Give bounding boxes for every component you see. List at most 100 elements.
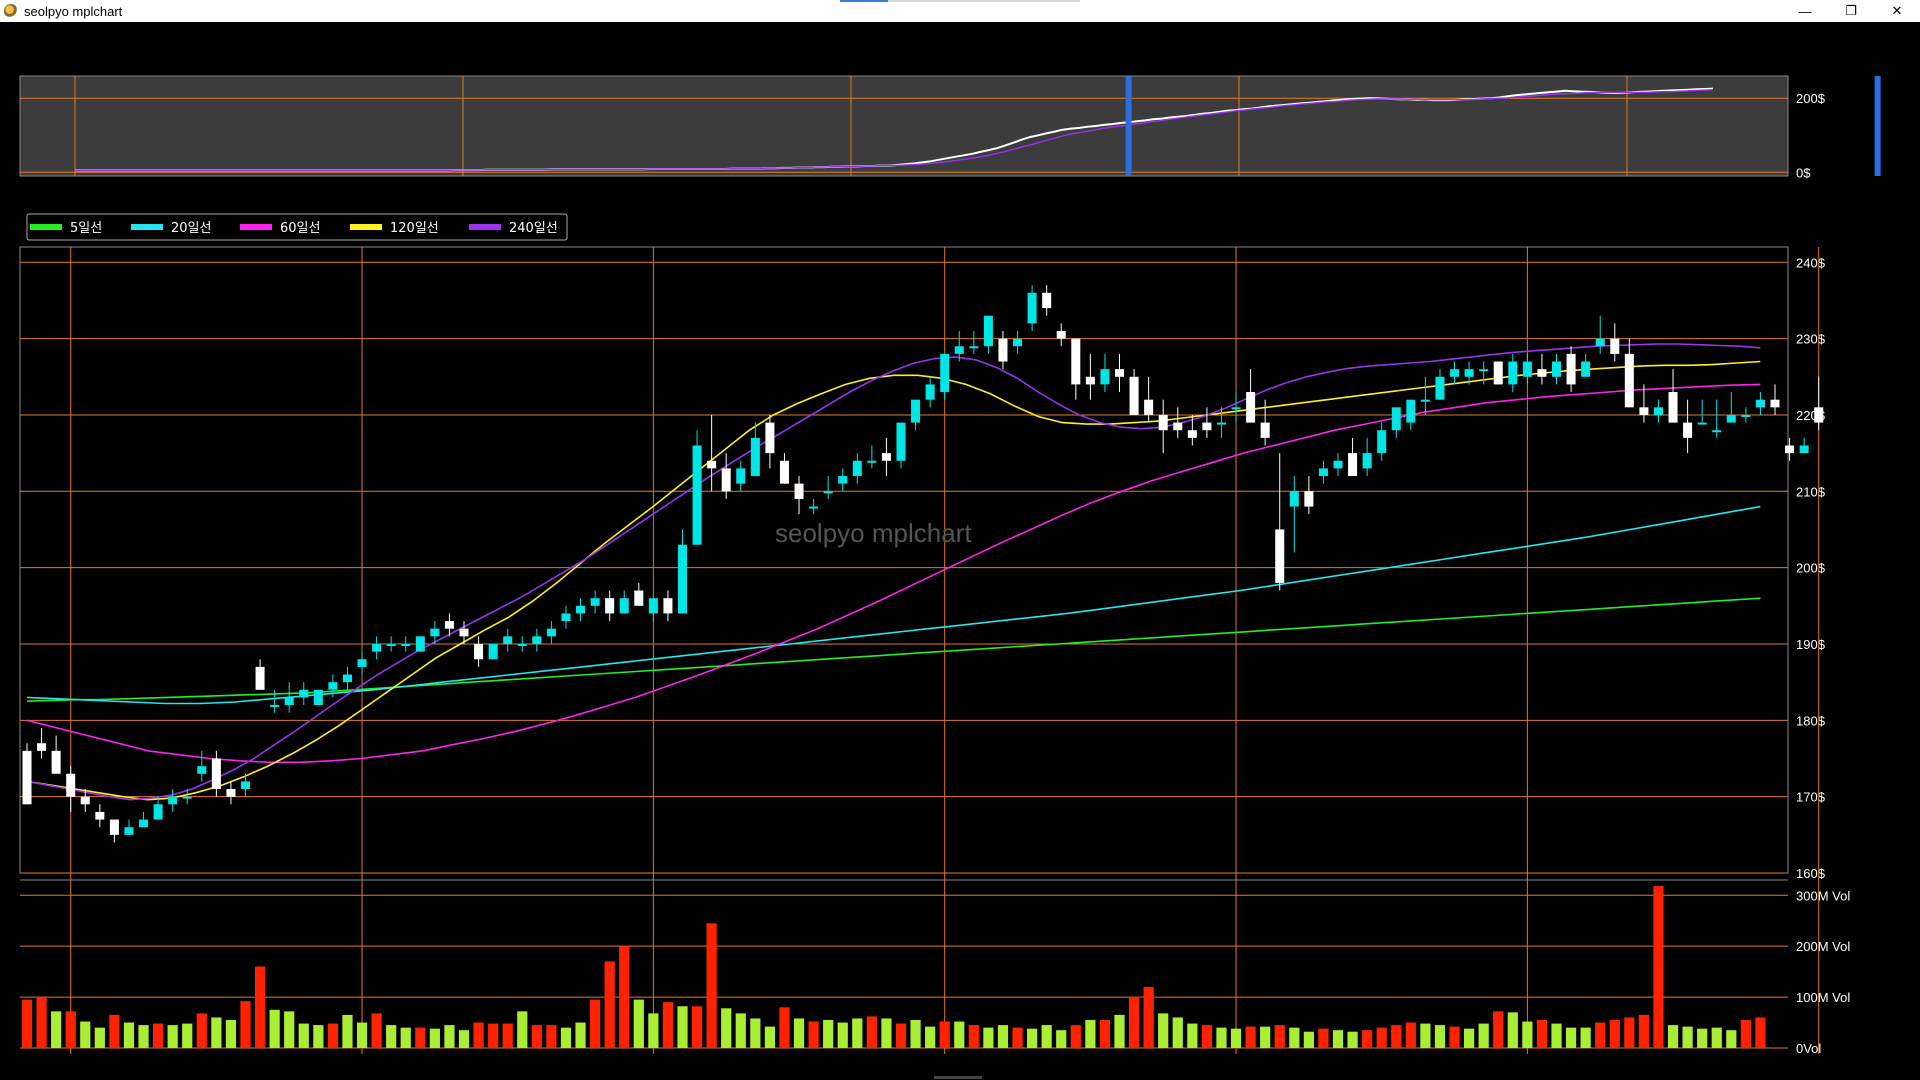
candle-body [1187,430,1197,438]
volume-bar [458,1030,470,1048]
legend-label: 20일선 [171,221,211,236]
volume-bar [284,1011,295,1048]
ma-line-3 [26,383,1761,764]
candle [1246,369,1256,423]
volume-ytick-label: 300M Vol [1796,888,1850,903]
candle-body [736,468,746,484]
volume-bar [677,1006,688,1048]
volume-bar [444,1025,455,1048]
candle [1231,392,1241,423]
candle [1202,407,1212,438]
candle [1187,414,1197,446]
window-title: seolpyo mplchart [24,3,123,19]
candle [969,330,979,354]
candle-body [940,353,950,393]
candle-body [1216,422,1226,425]
chart-canvas[interactable]: 200$0$5일선 20일선 60일선 120일선 240일선240$230$220$2… [0,22,1920,1076]
candle-body [1377,430,1387,454]
candle [95,804,105,828]
volume-bar [1187,1023,1198,1048]
candle [1071,338,1081,400]
volume-bar [1609,1020,1620,1048]
price-ytick-label: 240$ [1796,255,1826,270]
candle-body [226,789,236,797]
volume-bar [1740,1020,1751,1048]
preview-ytick-label: 0$ [1796,165,1811,180]
volume-ytick-label: 200M Vol [1796,939,1850,954]
candle [1785,437,1795,461]
minimize-icon[interactable]: — [1798,3,1812,19]
volume-bar [109,1014,120,1048]
volume-bar [1332,1030,1344,1048]
volume-bar [1041,1025,1052,1048]
candle-body [386,643,396,646]
volume-bar [939,1021,950,1048]
candle [1420,376,1430,415]
candle [37,727,47,759]
candle [532,628,542,652]
candle [896,422,906,469]
candle [1624,338,1634,408]
volume-bar [1172,1017,1183,1048]
candle-body [401,643,411,646]
candle [153,796,163,820]
candle-body [459,628,469,637]
candle [1755,392,1765,415]
volume-bar [429,1028,440,1048]
candle [911,399,921,431]
volume-bar [779,1007,790,1048]
candle [1173,407,1183,438]
candle-body [1464,369,1474,377]
candle [794,476,804,515]
candle-body [1042,292,1052,309]
candle [197,750,207,782]
volume-bar [517,1011,528,1048]
candle [852,453,862,484]
candle [299,682,309,706]
candle-body [66,773,76,797]
volume-bar [1376,1027,1387,1048]
candle [1551,353,1562,385]
candle-body [794,483,804,499]
preview-slider-right [1874,76,1881,176]
volume-bar [1522,1021,1533,1048]
price-ytick-label: 200$ [1796,561,1826,576]
candle-body [1173,422,1183,431]
candle [1770,384,1780,415]
volume-bar [1755,1017,1766,1048]
candle [1683,399,1693,454]
candle-body [1450,369,1460,377]
candle-body [1129,376,1139,415]
volume-bar [1464,1028,1475,1048]
volume-bar [356,1022,368,1048]
close-icon[interactable]: ✕ [1891,3,1903,18]
candle [372,636,382,660]
titlebar-accent-track [888,0,1080,2]
volume-bar [342,1014,353,1048]
volume-bar [1434,1025,1446,1048]
candle [1144,376,1154,423]
volume-bar [1362,1030,1373,1048]
volume-bar [604,961,615,1048]
candle-body [255,666,265,690]
candle [415,636,425,652]
candle [1464,361,1474,385]
candle [1100,353,1110,393]
volume-bar [123,1022,135,1048]
candle-body [444,621,454,629]
candle [1377,422,1387,461]
candle-body [663,598,673,614]
candle [1741,407,1751,423]
ma-line-5 [26,343,1761,801]
volume-bar [1070,1025,1081,1048]
candle [284,682,294,713]
volume-bar [1580,1027,1591,1048]
volume-bar [1565,1027,1577,1048]
bottom-scroll-handle[interactable] [934,1076,982,1079]
candle-body [1406,399,1416,423]
volume-bar [575,1022,586,1048]
candle-body [1493,361,1503,385]
restore-icon[interactable]: ❐ [1845,3,1857,18]
volume-bar [837,1022,848,1048]
volume-bar [1536,1020,1548,1048]
